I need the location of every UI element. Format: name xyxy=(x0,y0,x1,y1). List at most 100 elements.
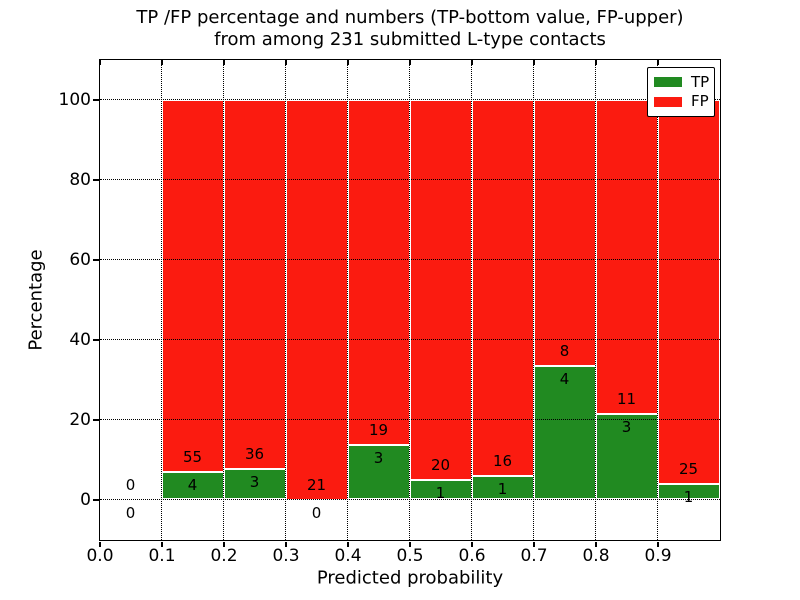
fp-bar-5 xyxy=(409,99,472,481)
x-tick-label: 0.2 xyxy=(210,546,238,566)
tp-count-label-4: 3 xyxy=(373,448,384,467)
y-tick-mark xyxy=(93,99,99,101)
vertical-gridline xyxy=(284,59,286,540)
fp-bar-9 xyxy=(657,99,720,485)
x-tick-mark xyxy=(161,541,163,547)
fp-count-label-3: 21 xyxy=(306,475,327,494)
fp-count-label-1: 55 xyxy=(182,448,203,467)
x-tick-mark xyxy=(409,541,411,547)
x-tick-mark-top xyxy=(285,60,287,65)
fp-count-label-8: 11 xyxy=(616,389,637,408)
chart-title: TP /FP percentage and numbers (TP-bottom… xyxy=(136,7,683,51)
tp-count-label-3: 0 xyxy=(311,503,322,522)
x-tick-mark-top xyxy=(99,60,101,65)
x-tick-label: 0.5 xyxy=(396,546,424,566)
x-tick-mark-top xyxy=(161,60,163,65)
x-tick-label: 0.0 xyxy=(86,546,114,566)
x-tick-label: 0.1 xyxy=(148,546,176,566)
x-tick-mark-top xyxy=(409,60,411,65)
y-tick-label: 100 xyxy=(58,90,91,110)
fp-count-label-7: 8 xyxy=(559,342,570,361)
fp-count-label-4: 19 xyxy=(368,420,389,439)
horizontal-gridline xyxy=(99,258,720,260)
x-tick-mark xyxy=(223,541,225,547)
tp-count-label-2: 3 xyxy=(249,472,260,491)
x-tick-mark-top xyxy=(533,60,535,65)
x-tick-label: 0.7 xyxy=(520,546,548,566)
y-tick-mark xyxy=(93,419,99,421)
vertical-gridline xyxy=(594,59,596,540)
vertical-gridline xyxy=(532,59,534,540)
vertical-gridline xyxy=(160,59,162,540)
vertical-gridline xyxy=(470,59,472,540)
tp-color-swatch xyxy=(654,77,682,88)
fp-bar-2 xyxy=(223,99,286,469)
plot-area: 0 0 55 4 36 3 21 0 19 3 20 1 16 1 8 4 11 3 25 1 xyxy=(98,58,721,541)
tp-count-label-9: 1 xyxy=(683,488,694,507)
fp-count-label-5: 20 xyxy=(430,456,451,475)
y-tick-label: 20 xyxy=(69,410,91,430)
fp-color-swatch xyxy=(654,96,682,107)
vertical-gridline xyxy=(408,59,410,540)
legend: TP FP xyxy=(647,67,715,117)
x-tick-mark-top xyxy=(471,60,473,65)
fp-bar-6 xyxy=(471,99,534,476)
legend-item-fp: FP xyxy=(654,92,709,111)
x-tick-label: 0.8 xyxy=(582,546,610,566)
bars-layer xyxy=(100,60,720,540)
y-tick-mark xyxy=(93,499,99,501)
x-tick-label: 0.4 xyxy=(334,546,362,566)
x-tick-mark xyxy=(347,541,349,547)
tp-count-label-6: 1 xyxy=(497,479,508,498)
fp-count-label-6: 16 xyxy=(492,451,513,470)
tp-count-label-0: 0 xyxy=(125,503,136,522)
y-tick-mark xyxy=(93,259,99,261)
x-tick-mark-top xyxy=(657,60,659,65)
y-tick-label: 60 xyxy=(69,250,91,270)
tp-count-label-7: 4 xyxy=(559,370,570,389)
y-tick-mark xyxy=(93,339,99,341)
x-tick-mark xyxy=(657,541,659,547)
horizontal-gridline xyxy=(99,178,720,180)
x-tick-mark xyxy=(595,541,597,547)
legend-label-tp: TP xyxy=(691,72,710,91)
legend-label-fp: FP xyxy=(691,92,709,111)
vertical-gridline xyxy=(346,59,348,540)
tp-bar-1 xyxy=(161,472,224,500)
y-tick-label: 80 xyxy=(69,170,91,190)
bar-labels-layer: 0 0 55 4 36 3 21 0 19 3 20 1 16 1 8 4 11 3 25 1 xyxy=(100,60,720,540)
horizontal-gridline xyxy=(99,418,720,420)
tp-count-label-5: 1 xyxy=(435,484,446,503)
x-tick-mark xyxy=(285,541,287,547)
chart-title-line1: TP /FP percentage and numbers (TP-bottom… xyxy=(136,7,684,28)
y-tick-label: 40 xyxy=(69,330,91,350)
fp-count-label-2: 36 xyxy=(244,444,265,463)
legend-item-tp: TP xyxy=(654,72,710,91)
horizontal-gridline xyxy=(99,498,720,500)
horizontal-gridline xyxy=(99,98,720,100)
tp-bar-7 xyxy=(533,366,596,500)
x-tick-label: 0.3 xyxy=(272,546,300,566)
x-tick-mark-top xyxy=(223,60,225,65)
y-tick-mark xyxy=(93,179,99,181)
x-tick-mark xyxy=(533,541,535,547)
y-tick-label: 0 xyxy=(80,490,91,510)
grid-layer xyxy=(99,59,720,540)
x-tick-mark xyxy=(471,541,473,547)
fp-count-label-9: 25 xyxy=(678,460,699,479)
horizontal-gridline xyxy=(99,338,720,340)
fp-count-label-0: 0 xyxy=(125,475,136,494)
x-tick-label: 0.6 xyxy=(458,546,486,566)
tp-bar-4 xyxy=(347,444,410,500)
x-tick-mark-top xyxy=(347,60,349,65)
x-axis-label: Predicted probability xyxy=(316,567,504,589)
fp-bar-4 xyxy=(347,99,410,445)
x-tick-mark-top xyxy=(595,60,597,65)
x-tick-label: 0.9 xyxy=(644,546,672,566)
x-tick-mark xyxy=(99,541,101,547)
tp-count-label-1: 4 xyxy=(187,476,198,495)
tp-count-label-8: 3 xyxy=(621,417,632,436)
vertical-gridline xyxy=(222,59,224,540)
